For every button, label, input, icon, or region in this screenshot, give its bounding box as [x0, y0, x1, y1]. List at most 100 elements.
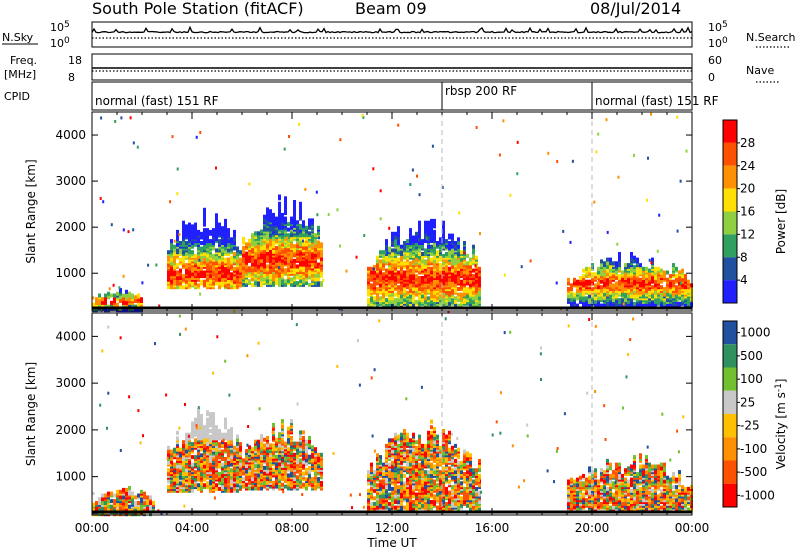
- data-cell: [469, 298, 472, 303]
- data-cell: [373, 283, 376, 288]
- data-cell: [128, 486, 131, 490]
- data-cell: [233, 483, 236, 488]
- data-cell: [317, 458, 320, 463]
- data-cell: [272, 212, 275, 217]
- data-cell: [460, 272, 463, 277]
- data-cell: [299, 201, 302, 206]
- data-cell: [194, 429, 197, 433]
- y-tick-label: 4000: [55, 128, 86, 142]
- data-cell: [597, 270, 600, 275]
- data-cell: [245, 464, 248, 468]
- data-cell: [430, 294, 433, 299]
- data-cell: [433, 229, 436, 234]
- data-cell: [669, 288, 672, 293]
- data-cell: [173, 248, 176, 253]
- data-cell: [627, 294, 630, 299]
- data-cell: [299, 266, 302, 271]
- data-cell: [272, 268, 275, 273]
- data-cell: [370, 296, 373, 301]
- data-cell: [110, 293, 113, 298]
- data-cell: [663, 287, 666, 291]
- data-cell: [639, 281, 642, 286]
- data-cell: [645, 299, 648, 304]
- data-cell: [287, 233, 290, 238]
- data-cell: [439, 263, 442, 268]
- data-cell: [373, 496, 376, 501]
- data-cell: [203, 252, 206, 256]
- data-cell: [451, 250, 454, 255]
- data-cell: [122, 487, 125, 492]
- data-cell: [460, 285, 463, 290]
- data-cell: [239, 445, 242, 450]
- scatter-point: [318, 236, 320, 240]
- data-cell: [230, 449, 233, 454]
- scatter-point: [327, 213, 330, 216]
- data-cell: [397, 226, 400, 231]
- data-cell: [385, 287, 388, 291]
- data-cell: [403, 288, 406, 293]
- data-cell: [639, 263, 642, 268]
- data-cell: [107, 491, 110, 496]
- data-cell: [203, 473, 206, 478]
- data-cell: [143, 491, 146, 496]
- data-cell: [436, 279, 439, 284]
- data-cell: [236, 453, 239, 458]
- data-cell: [415, 277, 418, 282]
- data-cell: [600, 272, 603, 277]
- data-cell: [451, 268, 454, 273]
- scatter-point: [616, 242, 619, 246]
- data-cell: [609, 272, 612, 277]
- data-cell: [287, 486, 290, 491]
- data-cell: [233, 252, 236, 256]
- data-cell: [388, 246, 391, 251]
- data-cell: [391, 287, 394, 291]
- data-cell: [424, 259, 427, 264]
- scatter-point: [475, 126, 478, 129]
- data-cell: [122, 297, 125, 302]
- scatter-point: [431, 144, 434, 148]
- data-cell: [609, 257, 612, 262]
- data-cell: [269, 209, 272, 214]
- data-cell: [585, 279, 588, 284]
- data-cell: [302, 220, 305, 225]
- beam-label: Beam 09: [355, 0, 427, 18]
- data-cell: [104, 297, 107, 302]
- data-cell: [245, 251, 248, 256]
- data-cell: [167, 472, 170, 476]
- data-cell: [394, 263, 397, 268]
- data-cell: [278, 255, 281, 260]
- data-cell: [385, 479, 388, 484]
- colorbar-tick-label: 20: [740, 182, 755, 196]
- data-cell: [308, 251, 311, 256]
- data-cell: [421, 294, 424, 299]
- data-cell: [188, 460, 191, 465]
- data-cell: [463, 299, 466, 304]
- data-cell: [648, 272, 651, 277]
- scatter-point: [132, 228, 135, 232]
- data-cell: [397, 239, 400, 244]
- data-cell: [308, 231, 311, 236]
- data-cell: [460, 292, 463, 297]
- data-cell: [173, 255, 176, 260]
- data-cell: [418, 252, 421, 256]
- data-cell: [305, 482, 308, 487]
- data-cell: [191, 479, 194, 484]
- scatter-point: [132, 141, 135, 145]
- data-cell: [227, 279, 230, 284]
- data-cell: [412, 266, 415, 271]
- data-cell: [379, 277, 382, 282]
- data-cell: [170, 279, 173, 284]
- data-cell: [287, 437, 290, 442]
- data-cell: [200, 434, 203, 439]
- noise-right-label: N.Search: [746, 31, 796, 44]
- data-cell: [104, 506, 107, 511]
- data-cell: [454, 257, 457, 262]
- data-cell: [233, 266, 236, 271]
- data-cell: [275, 437, 278, 442]
- data-cell: [116, 291, 119, 296]
- data-cell: [454, 241, 457, 245]
- data-cell: [200, 270, 203, 275]
- data-cell: [269, 471, 272, 476]
- data-cell: [188, 451, 191, 456]
- data-cell: [188, 481, 191, 486]
